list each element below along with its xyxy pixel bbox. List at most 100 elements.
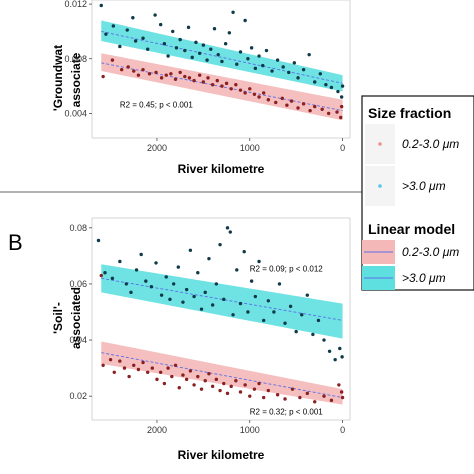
panel-b-band-0 <box>101 341 343 405</box>
panel-b-point <box>214 282 219 286</box>
panel-a-point <box>261 63 265 68</box>
panel-b-point <box>298 395 302 400</box>
panel-a-point <box>223 42 228 46</box>
panel-a-point <box>183 48 187 53</box>
panel-b-point <box>253 294 258 299</box>
panel-b-point <box>164 275 168 279</box>
panel-b-point <box>199 387 204 391</box>
panel-b-point <box>134 268 139 272</box>
panel-b-point <box>340 395 345 400</box>
panel-a-point <box>326 111 331 116</box>
panel-b-fit-line-1 <box>101 277 343 321</box>
legend-linear-label-large: >3.0 μm <box>402 271 446 285</box>
panel-a-point <box>212 26 217 31</box>
panel-b-point <box>184 377 189 382</box>
legend-size-dot-large <box>378 184 382 188</box>
panel-a-point <box>169 72 173 76</box>
panel-a-point <box>131 16 135 20</box>
panel-b-point <box>188 369 193 373</box>
panel-b-point <box>127 374 131 379</box>
panel-a-point <box>249 46 254 50</box>
panel-b-point <box>249 279 254 283</box>
panel-a-point <box>104 32 108 36</box>
panel-a-ylabel-line2: associate <box>69 52 83 107</box>
panel-b-point <box>141 360 145 365</box>
panel-a-point <box>141 36 145 40</box>
legend-size-dot-small <box>378 142 382 146</box>
panel-b-point <box>177 386 181 390</box>
panel-b-point <box>218 388 222 393</box>
panel-a-point <box>187 76 192 80</box>
panel-soil: B 'Soil'- associated 0.02 0.04 0.06 0.08 20… <box>8 217 351 462</box>
panel-b-point <box>124 282 129 286</box>
panel-a-point <box>324 83 328 87</box>
panel-b-point <box>210 384 215 389</box>
panel-b-point <box>243 383 247 387</box>
panel-b-point <box>184 287 189 292</box>
legend-size-label-large: >3.0 μm <box>402 179 446 193</box>
panel-a-point <box>243 18 247 23</box>
panel-b-point <box>158 370 163 375</box>
panel-b-r2-small-annotation: R2 = 0.32; p < 0.001 <box>250 407 323 416</box>
panel-a-point <box>238 88 243 92</box>
panel-a-point <box>243 91 247 95</box>
panel-a-point <box>162 42 167 46</box>
panel-a-ytick-label: 0.008 <box>64 54 87 64</box>
legend-size-title: Size fraction <box>368 105 451 121</box>
panel-a-point <box>173 77 178 81</box>
panel-a-point <box>201 43 206 47</box>
panel-a-point <box>227 31 232 35</box>
panel-b-ytick-label: 0.04 <box>69 335 87 345</box>
panel-b-point <box>154 261 158 265</box>
panel-a-point <box>118 44 122 49</box>
panel-b-point <box>173 363 178 367</box>
panel-a-point <box>154 70 158 75</box>
panel-a-point <box>224 81 229 86</box>
panel-a-point <box>320 107 324 112</box>
panel-b-point <box>181 300 185 304</box>
panel-b-ylabel-line1: 'Soil'- <box>51 302 65 334</box>
panel-a-point <box>194 40 198 45</box>
panel-b-point <box>337 383 341 387</box>
panel-b-r2-large-annotation: R2 = 0.09; p < 0.012 <box>250 264 323 273</box>
panel-a-xtick-label: 1000 <box>240 143 260 153</box>
panel-b-point <box>181 373 185 377</box>
panel-b-point <box>316 318 321 323</box>
panel-b-point <box>288 304 293 309</box>
panel-a-r2-annotation: R2 = 0.45; p < 0.001 <box>120 100 193 109</box>
panel-b-point <box>257 259 261 264</box>
panel-b-point <box>272 310 276 314</box>
panel-a-point <box>313 80 317 84</box>
panel-b-point <box>188 248 193 252</box>
panel-b-point <box>218 242 222 247</box>
panel-b-point <box>139 252 143 257</box>
panel-a-point <box>296 76 300 80</box>
panel-a-point <box>206 76 210 80</box>
panel-b-point <box>136 367 141 372</box>
panel-a-point <box>252 92 257 96</box>
panel-a-point <box>132 69 136 73</box>
panel-b-point <box>118 359 122 363</box>
panel-a-point <box>190 55 194 60</box>
panel-a-point <box>270 69 274 73</box>
panel-a-point <box>119 67 124 72</box>
panel-b-point <box>99 273 103 278</box>
panel-a-point <box>216 52 220 57</box>
panel-a-point <box>174 46 179 50</box>
panel-b-point <box>231 313 235 317</box>
panel-a-ytick-label: 0.012 <box>64 0 87 9</box>
panel-b-point <box>162 381 167 386</box>
panel-b-point <box>207 256 211 261</box>
panel-b-point <box>129 290 133 295</box>
panel-b-point <box>192 294 196 299</box>
panel-b-point <box>266 299 271 303</box>
legend-linear-label-small: 0.2-3.0 μm <box>402 245 459 259</box>
panel-a-point <box>287 70 291 75</box>
panel-b-point <box>322 394 326 398</box>
panel-a-point <box>158 22 163 27</box>
legend-size-label-small: 0.2-3.0 μm <box>402 137 459 151</box>
panel-b-point <box>225 226 230 230</box>
panel-a-point <box>210 83 215 87</box>
legend: Size fraction 0.2-3.0 μm >3.0 μm Linear … <box>361 95 474 291</box>
